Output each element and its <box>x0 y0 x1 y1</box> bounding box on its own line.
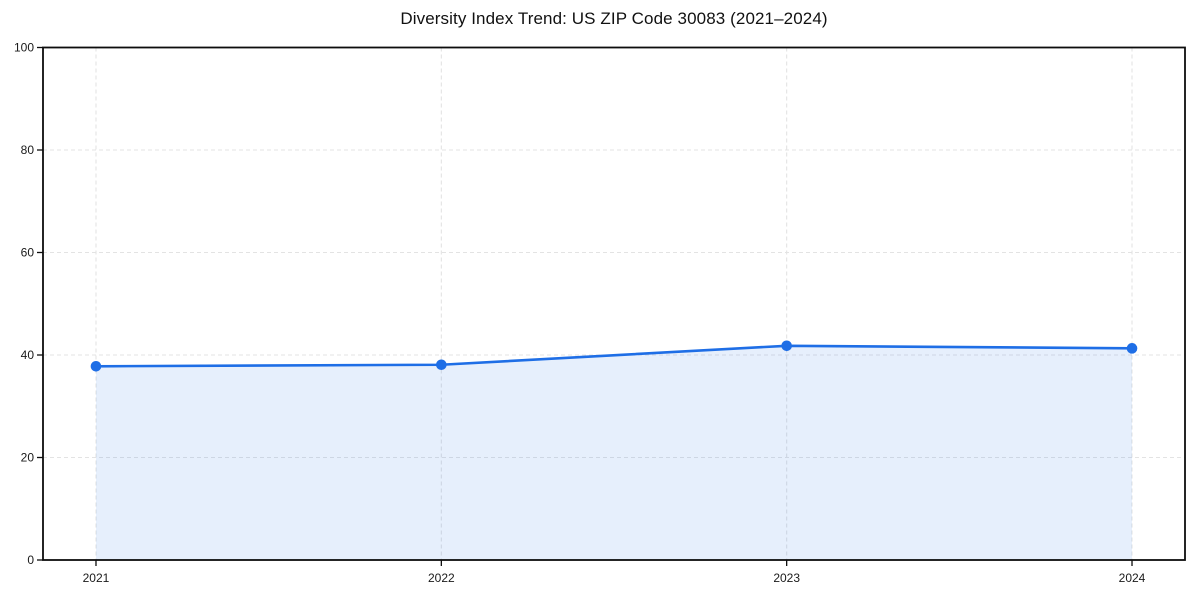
x-tick-label: 2023 <box>773 571 800 585</box>
x-tick-label: 2021 <box>83 571 110 585</box>
y-tick-label: 100 <box>14 41 34 55</box>
data-point-2024: 2024: 41.3 <box>1126 343 1138 354</box>
plot-border <box>42 46 1186 561</box>
y-tick-label: 0 <box>27 553 34 567</box>
trend-line <box>94 344 1134 368</box>
x-tick-label: 2024 <box>1119 571 1146 585</box>
area-fill <box>95 345 1133 560</box>
y-tick-label: 60 <box>21 246 35 260</box>
x-tick-label: 2022 <box>428 571 455 585</box>
data-point-2022: 2022: 38.1 <box>436 359 447 371</box>
y-tick-label: 80 <box>21 143 35 157</box>
data-point-2021: 2021: 37.8 <box>90 360 102 372</box>
y-tick-label: 40 <box>21 348 35 362</box>
chart-title: Diversity Index Trend: US ZIP Code 30083… <box>400 9 828 28</box>
data-point-2023: 2023: 41.8 <box>781 340 792 352</box>
y-tick-label: 20 <box>21 451 35 465</box>
